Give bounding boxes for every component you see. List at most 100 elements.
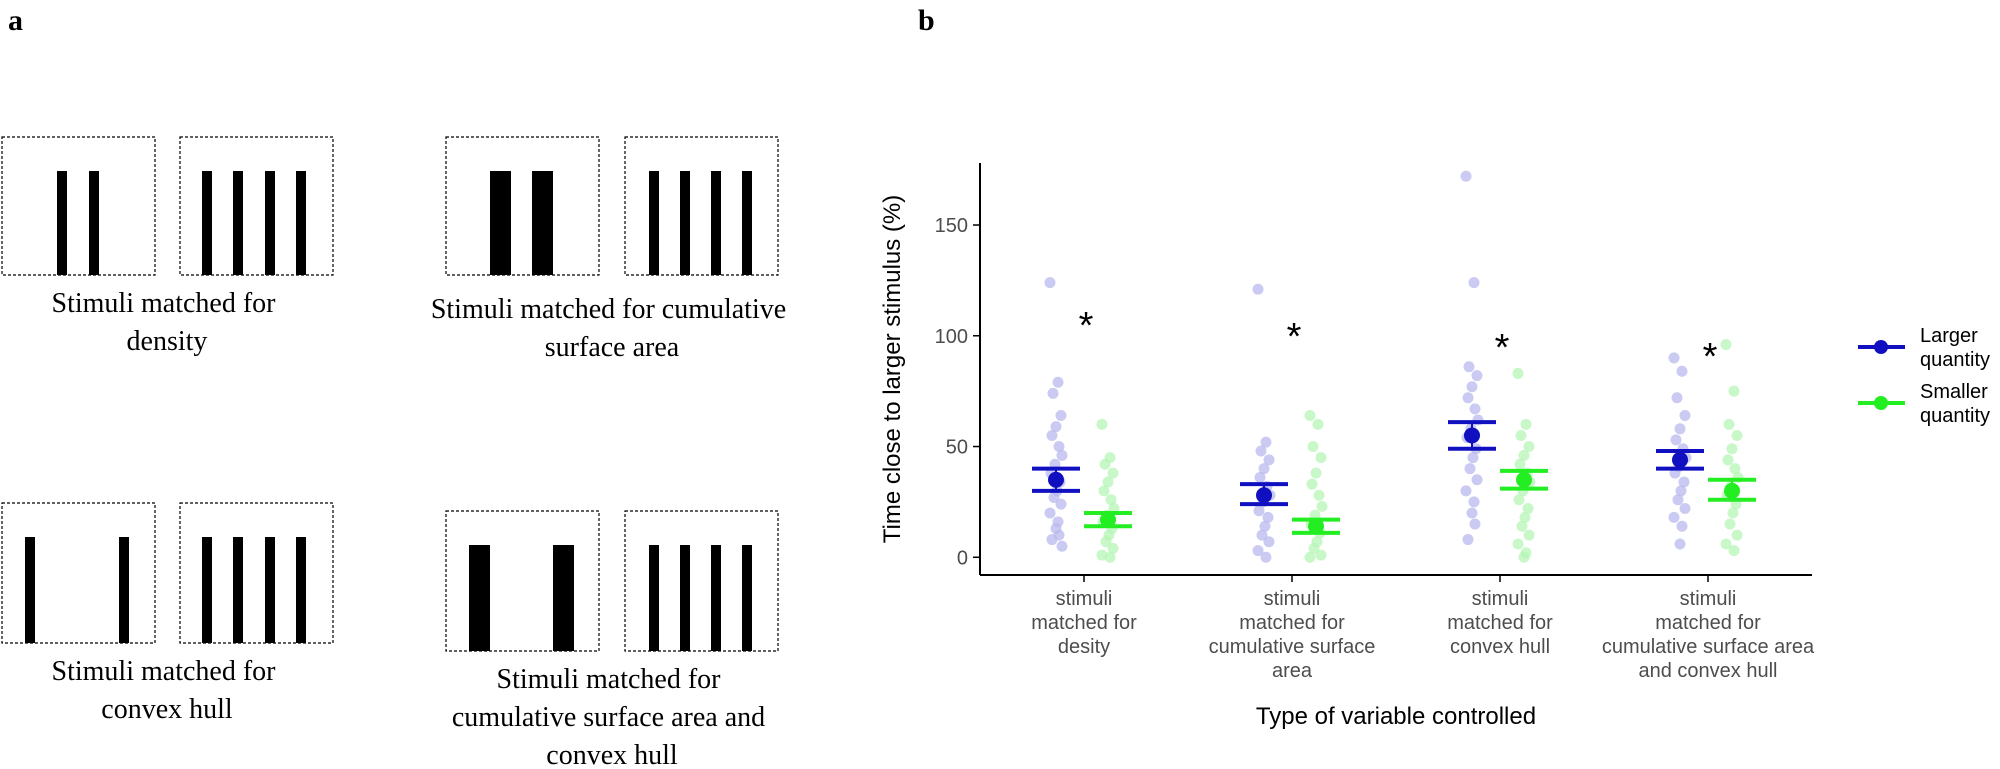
stimulus-group-convex-hull: Stimuli matched for convex hull: [1, 502, 334, 725]
x-tick-label-line: stimuli: [1056, 588, 1113, 610]
data-point: [1260, 551, 1272, 563]
chart: 0 50 100 150 Time close to larger stimulus (…: [879, 163, 1990, 730]
stimulus-bar: [265, 171, 275, 275]
data-point: [1679, 410, 1691, 422]
data-point: [1512, 538, 1524, 550]
data-point: [1466, 381, 1478, 393]
data-point: [1728, 385, 1740, 397]
data-point: [1312, 418, 1324, 430]
stimulus-bar: [119, 537, 129, 643]
stimulus-group-surface-area-and-convex-hull: Stimuli matched for cumulative surface a…: [445, 510, 779, 769]
significance-star: *: [1079, 305, 1094, 347]
data-point: [1100, 536, 1112, 548]
data-point: [1098, 485, 1110, 497]
data-point: [1047, 387, 1059, 399]
significance-star: *: [1287, 316, 1302, 358]
data-point: [1722, 454, 1734, 466]
data-point: [1720, 339, 1732, 351]
data-point: [1675, 485, 1687, 497]
data-point: [1513, 494, 1525, 506]
x-tick-label-line: stimuli: [1264, 588, 1321, 610]
stimulus-bar: [649, 545, 659, 651]
data-point: [1254, 472, 1266, 484]
mean-point: [1100, 511, 1116, 528]
x-axis-label: Type of variable controlled: [1256, 703, 1536, 730]
mean-point: [1256, 487, 1272, 504]
data-point: [1046, 534, 1058, 546]
stimulus-bar: [57, 171, 67, 275]
data-point: [1519, 511, 1531, 523]
data-point: [1308, 542, 1320, 554]
mean-point: [1672, 451, 1688, 468]
data-point: [1720, 538, 1732, 550]
stimulus-caption: Stimuli matched for cumulative surface a…: [452, 664, 772, 769]
data-point: [1056, 449, 1068, 461]
legend: Larger quantity Smaller quantity: [1858, 325, 1990, 427]
stimulus-bar: [680, 171, 690, 275]
data-point: [1731, 529, 1743, 541]
data-point: [1726, 443, 1738, 455]
y-axis-label: Time close to larger stimulus (%): [879, 195, 906, 544]
data-point: [1107, 542, 1119, 554]
data-point: [1315, 549, 1327, 561]
stimulus-bar: [296, 537, 306, 643]
stimulus-caption: Stimuli matched for cumulative surface a…: [431, 294, 793, 363]
mean-point: [1464, 427, 1480, 444]
data-point: [1514, 458, 1526, 470]
data-point: [1674, 538, 1686, 550]
data-point: [1460, 485, 1472, 497]
data-point: [1670, 434, 1682, 446]
data-point: [1105, 494, 1117, 506]
stimulus-bar: [553, 545, 574, 651]
stimulus-box: [624, 136, 779, 276]
legend-label-line: quantity: [1920, 349, 1990, 371]
data-point: [1676, 520, 1688, 532]
stimulus-caption: Stimuli matched for convex hull: [52, 656, 283, 725]
x-tick-label: stimuli matched for convex hull: [1447, 588, 1553, 658]
data-point: [1523, 441, 1535, 453]
data-point: [1728, 545, 1740, 557]
legend-label-line: quantity: [1920, 405, 1990, 427]
data-point: [1467, 452, 1479, 464]
data-point: [1048, 491, 1060, 503]
data-point: [1678, 476, 1690, 488]
stimulus-box: [1, 502, 156, 644]
legend-marker: [1874, 340, 1888, 354]
stimulus-bar: [711, 171, 721, 275]
y-tick-label: 150: [935, 215, 968, 237]
mean-point: [1048, 471, 1064, 488]
stimulus-caption: Stimuli matched for density: [52, 288, 283, 357]
data-point: [1304, 551, 1316, 563]
data-point: [1462, 392, 1474, 404]
data-point: [1046, 429, 1058, 441]
stimulus-bar: [296, 171, 306, 275]
data-point: [1724, 518, 1736, 530]
stimulus-bar: [265, 537, 275, 643]
data-point: [1674, 423, 1686, 435]
stimulus-bar: [711, 545, 721, 651]
x-tick-label-line: stimuli: [1472, 588, 1529, 610]
data-point: [1044, 507, 1056, 519]
mean-point: [1516, 471, 1532, 488]
data-point: [1304, 410, 1316, 422]
mean-point: [1724, 482, 1740, 499]
data-point: [1460, 170, 1472, 182]
stimulus-box: [445, 510, 600, 652]
stimulus-bar: [649, 171, 659, 275]
data-point: [1056, 540, 1068, 552]
legend-label: Larger quantity: [1920, 325, 1990, 371]
legend-label: Smaller quantity: [1920, 381, 1990, 427]
data-point: [1518, 449, 1530, 461]
stimulus-bar: [25, 537, 35, 643]
stimulus-group-surface-area: Stimuli matched for cumulative surface a…: [431, 136, 793, 363]
stimulus-bar: [532, 171, 553, 275]
data-point: [1676, 365, 1688, 377]
data-point: [1256, 529, 1268, 541]
data-point: [1260, 436, 1272, 448]
data-point: [1099, 458, 1111, 470]
data-point: [1104, 551, 1116, 563]
y-tick-label: 50: [946, 437, 968, 459]
x-tick-label-line: matched for: [1655, 612, 1761, 634]
data-point: [1255, 445, 1267, 457]
